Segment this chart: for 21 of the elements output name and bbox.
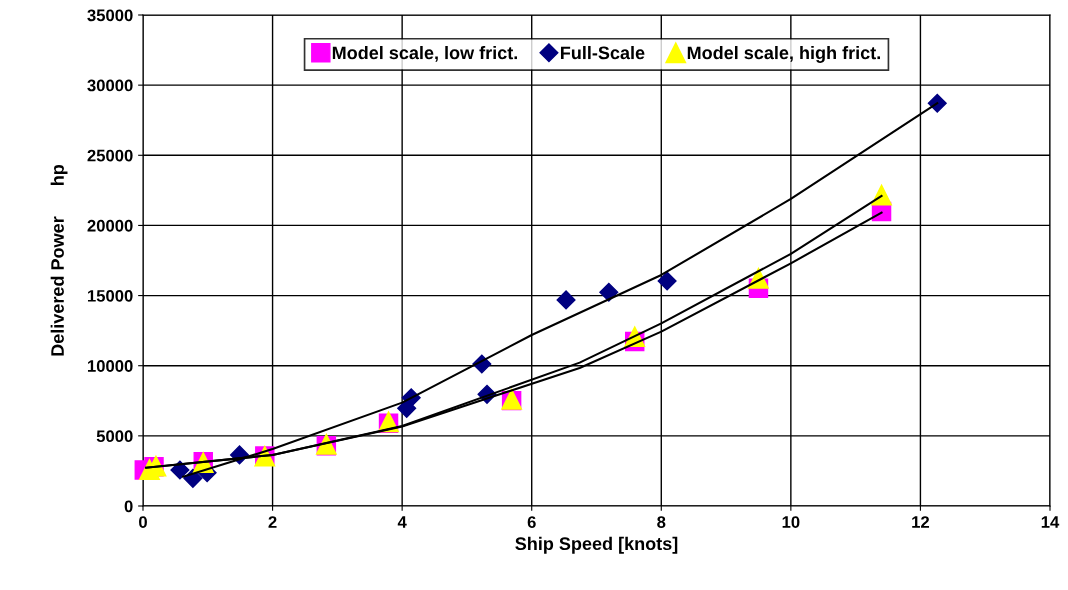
- x-tick-label: 4: [397, 516, 407, 528]
- x-tick-label: 0: [139, 516, 147, 528]
- x-tick-label: 10: [782, 516, 800, 528]
- y-tick-label: 5000: [96, 430, 133, 443]
- x-tick-label: 8: [657, 516, 666, 528]
- x-tick-label: 6: [527, 516, 536, 528]
- x-tick-label: 14: [1041, 516, 1060, 528]
- y-tick-label: 0: [124, 500, 133, 513]
- y-axis-title: Delivered Power hp: [50, 164, 68, 356]
- x-tick-label: 2: [268, 516, 277, 528]
- y-tick-label: 30000: [87, 79, 133, 92]
- y-tick-label: 20000: [87, 219, 133, 232]
- x-tick-label: 12: [912, 516, 930, 528]
- legend-label: Model scale, low frict.: [332, 45, 518, 62]
- x-axis-title: Ship Speed [knots]: [515, 536, 678, 554]
- legend-label: Model scale, high frict.: [687, 45, 880, 63]
- y-tick-label: 10000: [87, 360, 133, 372]
- y-tick-label: 35000: [87, 9, 133, 22]
- y-tick-label: 15000: [87, 289, 133, 302]
- legend-label: Full-Scale: [560, 45, 645, 60]
- y-tick-label: 25000: [87, 149, 133, 162]
